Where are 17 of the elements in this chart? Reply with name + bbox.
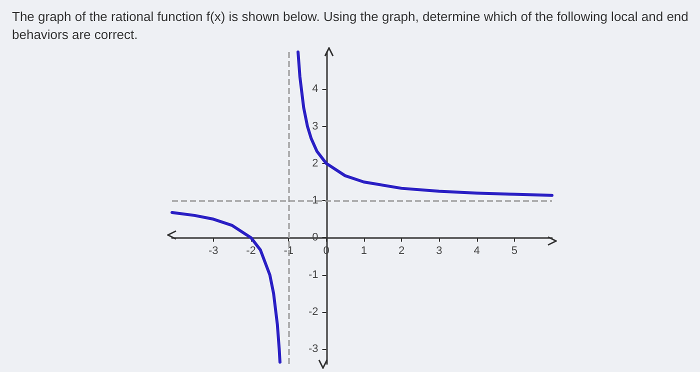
y-tick-label: -1 (308, 268, 318, 281)
x-tick-label: 2 (398, 245, 405, 258)
x-tick-label: 5 (511, 245, 518, 258)
line-series (296, 50, 554, 197)
line-series (170, 210, 282, 364)
y-tick-label: 1 (312, 194, 318, 207)
y-tick-label: -2 (308, 306, 318, 318)
x-tick-label: -3 (208, 245, 218, 258)
x-tick-label: 4 (474, 245, 480, 258)
x-tick-label: -2 (246, 245, 256, 258)
y-tick-label: 2 (312, 157, 318, 170)
y-tick-label: -3 (308, 343, 318, 356)
x-tick-label: 3 (436, 245, 442, 258)
y-tick-label: 4 (312, 83, 318, 96)
chart-title: The graph of the rational function f(x) is shown below. Using the graph, determine which of the following local and end behaviors are correct. (12, 8, 690, 44)
y-tick-label: 3 (312, 120, 318, 132)
x-tick-label: 1 (360, 245, 367, 258)
